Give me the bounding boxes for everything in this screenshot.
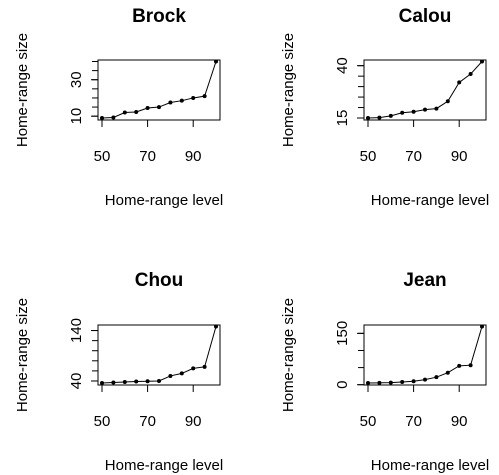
chart-2-data-point-5 [423, 107, 427, 112]
chart-3-data-point-6 [168, 373, 173, 378]
chart-3-data-point-9 [202, 364, 207, 369]
chart-1-data-point-10 [214, 59, 218, 64]
chart-4-data-point-8 [457, 363, 462, 368]
chart-3-x-axis-label: Home-range level [105, 457, 223, 474]
chart-3-y-axis-label: Home-range size [14, 298, 31, 412]
chart-4-x-tick-label-2: 90 [451, 413, 468, 430]
chart-1-y-axis-label: Home-range size [14, 33, 31, 147]
chart-1-x-tick-label-0: 50 [94, 148, 111, 165]
chart-4-x-axis-label: Home-range level [371, 457, 489, 474]
chart-4-y-tick-label-1: 150 [334, 321, 351, 346]
chart-1-x-tick-label-2: 90 [185, 148, 202, 165]
chart-4-data-point-10 [480, 324, 484, 329]
chart-3-data-point-1 [111, 380, 116, 385]
chart-4-data-point-7 [445, 370, 450, 375]
chart-3-data-point-8 [191, 366, 196, 371]
chart-1-data-point-8 [191, 95, 196, 100]
chart-3-data-point-5 [157, 378, 161, 383]
chart-4-data-point-5 [423, 377, 427, 382]
chart-2-data-point-9 [468, 72, 473, 77]
chart-3-x-tick-label-0: 50 [94, 413, 111, 430]
chart-3-data-point-10 [214, 324, 218, 329]
chart-3-frame [97, 324, 221, 386]
chart-4-data-point-9 [468, 363, 473, 368]
chart-2-y-tick-label-0: 15 [334, 110, 351, 127]
chart-2-y-axis-label: Home-range size [280, 33, 297, 147]
chart-2-data-point-0 [366, 116, 370, 120]
chart-4-data-point-6 [434, 375, 439, 380]
chart-1-data-point-2 [122, 110, 127, 115]
chart-2-data-point-8 [457, 80, 462, 85]
chart-2-x-axis-label: Home-range level [371, 192, 489, 209]
chart-3-data-point-2 [122, 379, 127, 384]
chart-1-data-point-1 [111, 115, 116, 120]
chart-2-data-point-1 [377, 115, 382, 120]
chart-3-panel: Chou 50 70 90 40 140 Home-range level Home-rang… [14, 270, 223, 474]
chart-2-data-point-2 [388, 113, 393, 118]
chart-2-frame [363, 59, 487, 121]
chart-4-series-line [367, 326, 483, 384]
chart-3-y-tick-label-0: 40 [68, 373, 85, 390]
chart-1-data-point-3 [134, 109, 139, 114]
chart-3-x-tick-label-2: 90 [185, 413, 202, 430]
chart-4-x-tick-label-1: 70 [405, 413, 422, 430]
chart-4-y-axis-label: Home-range size [280, 298, 297, 412]
chart-3-title: Chou [135, 270, 184, 291]
chart-2-data-point-6 [434, 106, 439, 111]
chart-2-title: Calou [399, 6, 452, 27]
chart-1-x-tick-label-1: 70 [139, 148, 156, 165]
chart-1-frame [97, 59, 221, 121]
chart-2-x-tick-label-1: 70 [405, 148, 422, 165]
chart-2-y-tick-label-1: 40 [334, 57, 351, 74]
chart-2-data-point-10 [480, 59, 484, 64]
chart-1-y-tick-label-1: 30 [68, 71, 85, 88]
chart-3-x-tick-label-1: 70 [139, 413, 156, 430]
chart-3-data-point-7 [179, 371, 184, 376]
chart-1-data-point-5 [157, 105, 161, 110]
chart-2-x-tick-label-0: 50 [360, 148, 377, 165]
chart-1-y-tick-label-0: 10 [68, 108, 85, 125]
chart-4-data-point-3 [400, 379, 405, 384]
chart-4-data-point-2 [388, 380, 393, 385]
chart-4-data-point-4 [411, 379, 416, 384]
chart-1-title: Brock [132, 6, 186, 27]
chart-4-data-point-0 [366, 381, 370, 385]
chart-1-series-line [101, 61, 217, 119]
chart-4-title: Jean [403, 270, 446, 291]
chart-4-frame [363, 324, 487, 386]
chart-2-data-point-3 [400, 110, 405, 115]
chart-2-x-tick-label-2: 90 [451, 148, 468, 165]
chart-2-data-point-4 [411, 109, 416, 114]
chart-1-data-point-9 [202, 94, 207, 99]
chart-2-panel: Calou 50 70 90 15 40 Home-range level Home-rang… [280, 6, 489, 209]
chart-4-x-tick-label-0: 50 [360, 413, 377, 430]
chart-4-panel: Jean 50 70 90 0 150 Home-range level Home-range… [280, 270, 489, 474]
chart-1-data-point-6 [168, 100, 173, 105]
chart-2-data-point-7 [445, 99, 450, 104]
chart-1-x-axis-label: Home-range level [105, 192, 223, 209]
chart-3-data-point-3 [134, 379, 139, 384]
chart-4-data-point-1 [377, 380, 382, 385]
chart-3-data-point-0 [100, 381, 104, 385]
chart-1-data-point-7 [179, 98, 184, 103]
chart-1-data-point-4 [145, 105, 150, 110]
chart-4-y-tick-label-0: 0 [334, 381, 351, 389]
chart-3-data-point-4 [145, 379, 150, 384]
chart-1-panel: Brock 50 70 90 10 30 Home-range level Home-rang… [14, 6, 223, 209]
chart-1-data-point-0 [100, 116, 104, 120]
chart-3-y-tick-label-1: 140 [68, 318, 85, 343]
chart-3-series-line [101, 326, 217, 384]
